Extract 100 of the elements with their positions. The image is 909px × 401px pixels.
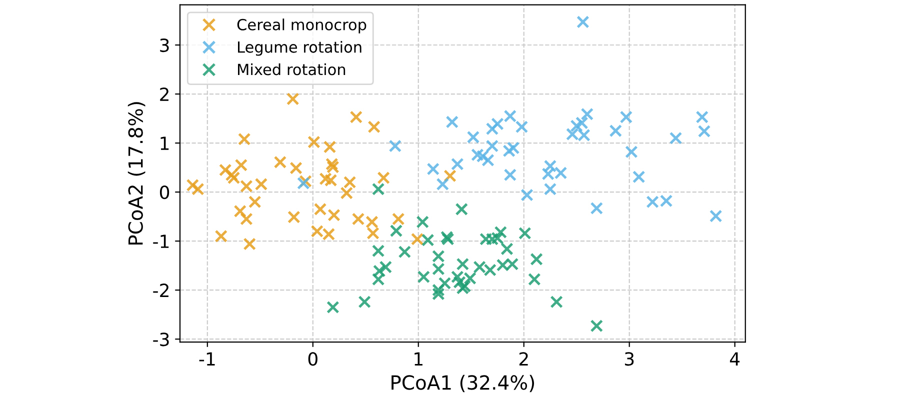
point	[451, 158, 464, 171]
point	[669, 132, 682, 145]
point	[520, 188, 534, 202]
point	[350, 110, 363, 124]
point	[286, 92, 300, 106]
point	[515, 120, 528, 134]
y-tick-label: -3	[153, 332, 169, 346]
point	[392, 212, 405, 226]
y-tick-label: -2	[153, 284, 168, 297]
point	[328, 208, 340, 222]
point	[234, 204, 247, 218]
legend-label: Mixed rotation	[238, 63, 346, 76]
point	[444, 169, 456, 182]
x-tick-label: 1	[414, 352, 422, 366]
point	[240, 212, 253, 226]
point	[482, 154, 494, 167]
x-tick-label: 4	[730, 352, 740, 366]
point	[372, 182, 385, 196]
point	[530, 252, 543, 266]
point	[214, 230, 228, 243]
point	[438, 276, 452, 290]
point	[238, 132, 251, 146]
point	[398, 245, 412, 258]
point	[502, 144, 516, 158]
point	[570, 119, 584, 132]
point	[432, 288, 445, 300]
point	[366, 226, 380, 240]
point	[227, 171, 240, 184]
x-tick-label: 2	[519, 352, 528, 366]
point	[709, 210, 722, 222]
point	[456, 258, 470, 271]
point	[432, 250, 445, 263]
point	[576, 16, 590, 28]
point	[314, 202, 327, 216]
point	[544, 182, 557, 196]
point	[609, 124, 622, 138]
point	[323, 140, 336, 154]
legend-label: Legume rotation	[238, 40, 362, 56]
point	[590, 319, 604, 332]
point	[340, 186, 354, 200]
point	[432, 262, 445, 276]
y-tick-label: 2	[160, 87, 168, 101]
point	[388, 140, 402, 152]
point	[432, 284, 445, 296]
point	[288, 210, 300, 224]
point	[358, 295, 371, 308]
point	[476, 150, 490, 163]
point	[696, 110, 709, 124]
point	[416, 216, 429, 228]
point	[486, 122, 499, 136]
point	[491, 118, 504, 130]
point	[528, 272, 541, 286]
point	[372, 264, 386, 278]
point	[240, 180, 253, 193]
point	[436, 178, 450, 191]
y-tick-label: 3	[160, 38, 169, 52]
x-axis-title: PCoA1 (32.4%)	[392, 374, 534, 392]
point	[446, 116, 459, 128]
point	[417, 270, 430, 284]
point	[471, 148, 484, 162]
point	[225, 168, 238, 182]
point	[366, 216, 378, 228]
point	[421, 234, 434, 246]
point	[455, 202, 468, 216]
y-tick-label: -1	[153, 234, 169, 248]
point	[698, 124, 711, 138]
point	[186, 178, 200, 192]
point	[248, 195, 262, 208]
point	[243, 238, 256, 250]
point	[325, 158, 338, 171]
point	[426, 162, 440, 176]
point	[377, 171, 390, 184]
point	[319, 172, 332, 186]
point	[352, 212, 365, 226]
point	[518, 226, 532, 240]
x-tick-label: 0	[308, 352, 318, 366]
point	[410, 232, 424, 246]
point	[625, 145, 638, 158]
legend-label: Cereal monocrop	[237, 18, 366, 34]
point	[466, 130, 480, 144]
point	[575, 116, 588, 130]
point	[308, 136, 320, 148]
point	[343, 176, 356, 189]
point	[324, 174, 338, 187]
point	[580, 108, 594, 121]
x-tick-label: -1	[199, 352, 215, 366]
point	[290, 162, 302, 174]
point	[326, 160, 340, 174]
point	[494, 226, 508, 239]
point	[192, 182, 204, 196]
point	[254, 178, 268, 191]
y-axis-title: PCoA2 (17.8%)	[128, 102, 146, 245]
y-tick-label: 0	[160, 186, 170, 200]
point	[390, 224, 403, 238]
point	[274, 156, 287, 169]
point	[326, 300, 340, 314]
point	[590, 202, 604, 215]
point	[506, 142, 520, 154]
y-tick-label: 1	[160, 136, 169, 150]
point	[379, 260, 392, 274]
